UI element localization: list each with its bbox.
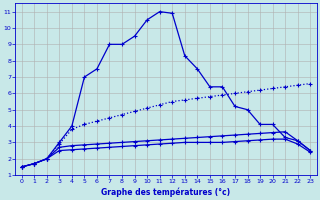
X-axis label: Graphe des températures (°c): Graphe des températures (°c) <box>101 187 230 197</box>
